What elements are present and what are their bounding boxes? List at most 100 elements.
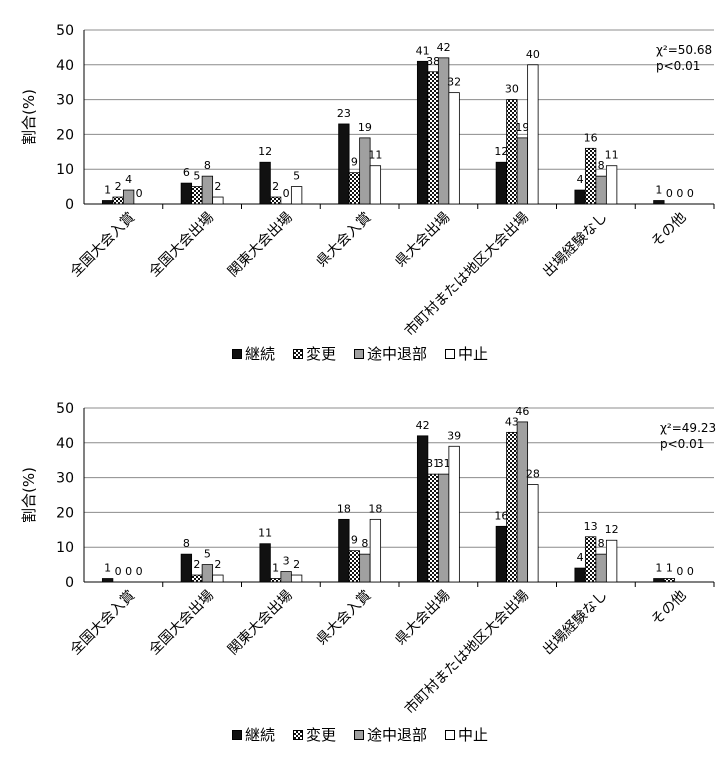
data-label: 1 [272, 562, 279, 575]
data-label: 1 [104, 184, 111, 197]
data-label: 2 [293, 558, 300, 571]
data-label: 9 [351, 534, 358, 547]
data-label: 31 [437, 457, 451, 470]
data-label: 11 [258, 527, 272, 540]
bar [180, 553, 193, 583]
data-label: 11 [605, 149, 619, 162]
legend-label-series-2: 変更 [306, 726, 337, 744]
data-label: 1 [666, 562, 673, 575]
bar [290, 186, 303, 205]
y-tick-label: 10 [56, 162, 74, 178]
data-label: 38 [426, 55, 440, 68]
bar [605, 165, 618, 205]
stat-annotation-top: χ²=50.68 p<0.01 [656, 42, 712, 74]
y-tick-label: 40 [56, 436, 74, 452]
legend-label-series-3: 途中退部 [367, 726, 428, 744]
chi-square-value: χ²=49.23 [660, 421, 717, 435]
legend-label-series-4: 中止 [458, 726, 489, 744]
y-axis-label: 割合(%) [20, 467, 38, 523]
data-label: 19 [358, 121, 372, 134]
data-label: 13 [584, 520, 598, 533]
p-value: p<0.01 [656, 59, 701, 73]
data-label: 16 [584, 131, 598, 144]
data-label: 23 [337, 107, 351, 120]
legend-item-series-2: 変更 [293, 343, 336, 364]
legend-label-series-3: 途中退部 [367, 345, 428, 363]
data-label: 0 [666, 187, 673, 200]
bar [527, 64, 539, 205]
legend-item-series-2: 変更 [293, 724, 336, 745]
data-label: 2 [272, 180, 279, 193]
data-label: 19 [515, 121, 529, 134]
bar [269, 196, 282, 205]
data-label: 0 [676, 565, 683, 578]
legend-swatch-series-1 [232, 348, 242, 359]
data-label: 5 [204, 548, 211, 561]
legend-label-series-1: 継続 [245, 345, 276, 363]
legend-swatch-series-3 [354, 729, 365, 740]
data-label: 0 [136, 565, 143, 578]
data-label: 4 [577, 173, 584, 186]
y-tick-label: 40 [56, 58, 74, 74]
data-label: 2 [214, 558, 221, 571]
data-label: 8 [204, 159, 211, 172]
bar [259, 543, 271, 583]
data-label: 3 [283, 555, 290, 568]
data-label: 8 [598, 537, 605, 550]
bar [201, 175, 214, 205]
bar [290, 574, 303, 583]
legend-label-series-1: 継続 [245, 726, 276, 744]
bar [527, 484, 539, 583]
y-tick-label: 50 [56, 401, 74, 417]
bar [369, 165, 382, 205]
data-label: 0 [283, 187, 290, 200]
data-label: 31 [426, 457, 440, 470]
legend-item-series-3: 途中退部 [354, 724, 427, 745]
panel-top: χ²=50.68 p<0.01 継続 変更 途中退部 中止 [232, 42, 712, 364]
stat-annotation-bottom: χ²=49.23 p<0.01 [660, 420, 716, 452]
legend-swatch-series-2 [293, 348, 304, 359]
bar [212, 196, 224, 205]
chi-square-value: χ²=50.68 [656, 43, 713, 57]
data-label: 43 [505, 415, 519, 428]
legend-swatch-series-4 [445, 348, 456, 359]
data-label: 42 [416, 419, 430, 432]
bar [663, 578, 676, 583]
data-label: 4 [125, 173, 132, 186]
legend-item-series-4: 中止 [445, 724, 488, 745]
legend-item-series-3: 途中退部 [354, 343, 427, 364]
bar [338, 123, 350, 205]
data-label: 30 [505, 83, 519, 96]
data-label: 1 [655, 184, 662, 197]
data-label: 12 [494, 145, 508, 158]
data-label: 2 [193, 558, 200, 571]
data-label: 39 [447, 429, 461, 442]
y-tick-label: 10 [56, 540, 74, 556]
legend-swatch-series-4 [445, 729, 456, 740]
data-label: 41 [416, 44, 430, 57]
bar [201, 564, 214, 583]
data-label: 46 [515, 405, 529, 418]
data-label: 0 [687, 187, 694, 200]
bar [101, 578, 114, 583]
data-label: 18 [337, 502, 351, 515]
legend-label-series-2: 変更 [306, 345, 337, 363]
p-value: p<0.01 [660, 437, 705, 451]
legend-swatch-series-3 [354, 348, 365, 359]
data-label: 8 [598, 159, 605, 172]
data-label: 0 [136, 187, 143, 200]
data-label: 9 [351, 156, 358, 169]
y-tick-label: 20 [56, 505, 74, 521]
legend-item-series-1: 継続 [232, 724, 275, 745]
data-label: 40 [526, 48, 540, 61]
legend-top: 継続 変更 途中退部 中止 [232, 343, 506, 364]
data-label: 0 [115, 565, 122, 578]
data-label: 6 [183, 166, 190, 179]
bar [605, 539, 618, 583]
data-label: 5 [193, 170, 200, 183]
bar [212, 574, 224, 583]
legend-item-series-4: 中止 [445, 343, 488, 364]
bar [448, 92, 460, 205]
data-label: 0 [687, 565, 694, 578]
